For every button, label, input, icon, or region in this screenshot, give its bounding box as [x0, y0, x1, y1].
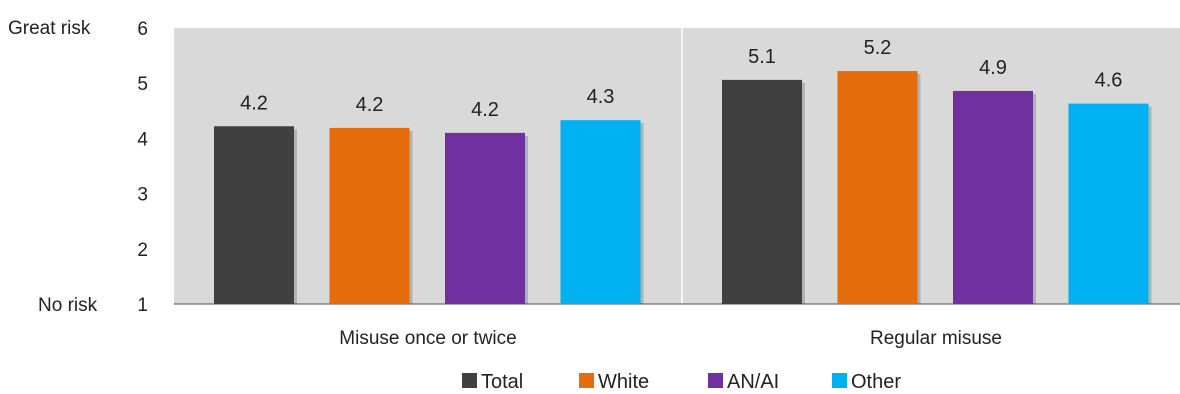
y-anchor-top-label: Great risk — [8, 18, 91, 39]
legend-label: White — [598, 371, 649, 393]
bar — [953, 90, 1033, 304]
data-label: 4.9 — [979, 57, 1007, 79]
category-labels: Misuse once or twice Regular misuse — [339, 328, 1002, 349]
legend-swatch — [708, 373, 723, 388]
legend-swatch — [579, 373, 594, 388]
bar — [560, 120, 641, 305]
bars — [214, 71, 1152, 305]
data-label: 4.2 — [471, 99, 499, 121]
data-label: 4.2 — [240, 92, 268, 114]
data-label: 4.6 — [1095, 70, 1123, 92]
y-tick-label: 5 — [137, 74, 148, 95]
category-label: Regular misuse — [870, 328, 1002, 349]
bar — [837, 71, 918, 304]
bar — [445, 132, 525, 304]
bar — [214, 126, 294, 304]
bar — [329, 127, 410, 304]
y-axis-ticks: 1 2 3 4 5 6 — [137, 19, 148, 316]
y-tick-label: 1 — [137, 295, 148, 316]
data-label: 5.2 — [864, 37, 892, 59]
bar — [1068, 103, 1149, 305]
legend-label: Other — [851, 371, 901, 393]
data-label: 4.3 — [587, 86, 615, 108]
legend-label: AN/AI — [727, 371, 779, 393]
data-label: 5.1 — [748, 46, 776, 68]
y-anchor-bottom-label: No risk — [38, 295, 98, 316]
y-tick-label: 2 — [137, 240, 148, 261]
legend-label: Total — [481, 371, 523, 393]
legend-swatch — [462, 373, 477, 388]
legend-swatch — [832, 373, 847, 388]
y-tick-label: 3 — [137, 185, 148, 206]
data-labels: 4.2 5.1 4.2 5.2 4.2 4.9 4.3 4.6 — [240, 37, 1122, 121]
y-tick-label: 4 — [137, 129, 148, 150]
category-label: Misuse once or twice — [339, 328, 516, 349]
legend: Total White AN/AI Other — [462, 371, 901, 393]
data-label: 4.2 — [356, 94, 384, 116]
bar — [722, 79, 802, 304]
y-tick-label: 6 — [137, 19, 148, 40]
